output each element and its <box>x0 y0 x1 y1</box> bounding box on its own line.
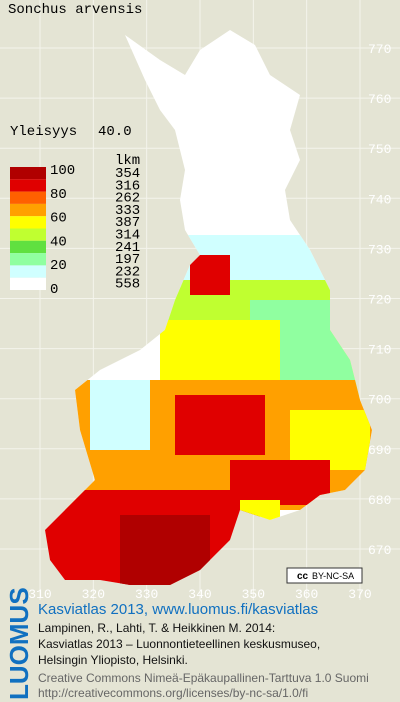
frequency-value: 40.0 <box>98 124 132 140</box>
badge-symbol: cc <box>297 571 309 582</box>
legend-swatch <box>10 240 46 254</box>
legend-count: 387 <box>115 215 140 231</box>
legend-scale: 40 <box>50 234 67 250</box>
legend-swatch <box>10 191 46 204</box>
y-label: 670 <box>368 543 391 558</box>
y-label: 680 <box>368 493 391 508</box>
y-label: 760 <box>368 92 391 107</box>
legend-count: 558 <box>115 277 140 293</box>
legend-count: 316 <box>115 178 140 194</box>
license-badge <box>286 567 363 584</box>
legend-count: 314 <box>115 228 140 244</box>
frequency-label: Yleisyys <box>10 124 77 140</box>
x-label: 370 <box>348 587 371 602</box>
legend-swatch <box>10 228 46 241</box>
x-label: 310 <box>28 587 51 602</box>
legend-scale: 100 <box>50 163 75 179</box>
legend-scale: 80 <box>50 187 67 203</box>
x-label: 350 <box>242 587 265 602</box>
legend-swatch <box>10 265 46 278</box>
legend-count: 262 <box>115 191 140 207</box>
legend-count: 241 <box>115 240 140 256</box>
legend-count: 197 <box>115 252 140 268</box>
y-label: 700 <box>368 393 391 408</box>
y-label: 750 <box>368 142 391 157</box>
legend-swatch <box>10 203 46 217</box>
y-label: 730 <box>368 242 391 257</box>
x-label: 360 <box>295 587 318 602</box>
y-label: 690 <box>368 443 391 458</box>
license-line: Creative Commons Nimeä-Epäkaupallinen-Ta… <box>38 671 369 685</box>
y-label: 770 <box>368 42 391 57</box>
x-labels: 310 320 330 340 350 360 370 <box>28 587 371 602</box>
legend-swatch <box>10 167 46 180</box>
x-label: 320 <box>82 587 105 602</box>
legend-count: 333 <box>115 203 140 219</box>
legend-scale: 20 <box>50 258 67 274</box>
y-label: 740 <box>368 192 391 207</box>
legend-swatch <box>10 216 46 229</box>
legend-scale: 0 <box>50 282 58 298</box>
y-label: 710 <box>368 343 391 358</box>
legend-swatch <box>10 277 46 290</box>
atlas-link: Kasviatlas 2013, www.luomus.fi/kasviatla… <box>38 601 318 618</box>
legend-count: 232 <box>115 264 140 280</box>
logo: LUOMUS <box>4 587 34 700</box>
y-label: 720 <box>368 293 391 308</box>
legend-swatch <box>10 253 46 266</box>
x-label: 340 <box>188 587 211 602</box>
citation-line: Helsingin Yliopisto, Helsinki. <box>38 653 188 667</box>
legend-swatch <box>10 179 46 192</box>
title: Sonchus arvensis <box>8 2 142 18</box>
badge-text: BY-NC-SA <box>312 571 354 581</box>
citation-line: Lampinen, R., Lahti, T. & Heikkinen M. 2… <box>38 621 275 635</box>
legend-scale: 60 <box>50 211 67 227</box>
x-label: 330 <box>135 587 158 602</box>
license-line: http://creativecommons.org/licenses/by-n… <box>38 686 308 700</box>
legend-count: 354 <box>115 166 140 182</box>
citation-line: Kasviatlas 2013 – Luonnontieteellinen ke… <box>38 637 320 651</box>
count-header: lkm <box>115 153 140 169</box>
